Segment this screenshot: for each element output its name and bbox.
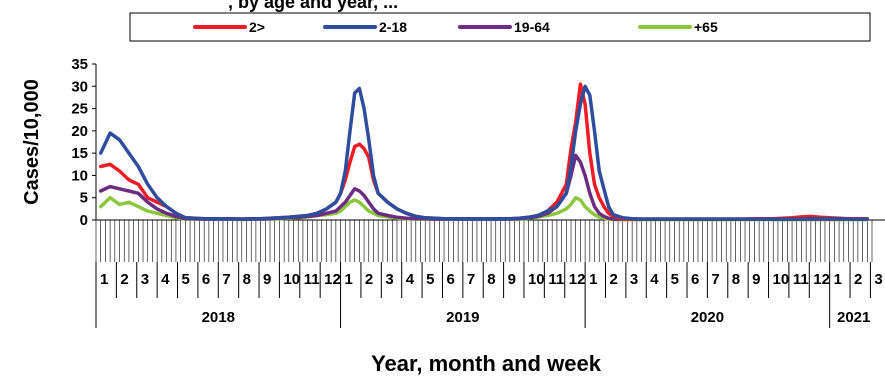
month-label: 4 [650, 271, 659, 288]
month-label: 6 [202, 271, 210, 288]
month-label: 10 [283, 271, 300, 288]
month-label: 1 [834, 271, 842, 288]
month-label: 3 [630, 271, 638, 288]
series-line [98, 153, 870, 221]
x-axis-title: Year, month and week [371, 351, 602, 376]
series-line [98, 82, 870, 221]
month-label: 3 [385, 271, 393, 288]
year-label: 2019 [446, 309, 479, 326]
month-label: 2 [365, 271, 373, 288]
month-label: 9 [263, 271, 271, 288]
year-label: 2018 [202, 309, 235, 326]
month-label: 3 [874, 271, 882, 288]
y-tick-label: 0 [80, 212, 88, 229]
y-tick-label: 5 [80, 190, 88, 207]
month-label: 5 [671, 271, 679, 288]
legend-label: +65 [694, 19, 718, 35]
y-axis: 0 5 10 15 20 25 30 35 [71, 56, 97, 229]
month-label: 10 [528, 271, 545, 288]
chart-title-fragment: , by age and year, ... [228, 0, 398, 12]
month-label: 8 [487, 271, 495, 288]
series-layer [98, 82, 870, 222]
year-label: 2020 [691, 309, 724, 326]
month-label: 11 [793, 271, 809, 288]
year-label: 2021 [837, 309, 870, 326]
legend-label: 2> [249, 19, 265, 35]
month-label: 7 [711, 271, 719, 288]
month-label: 11 [548, 271, 564, 288]
month-label: 5 [182, 271, 190, 288]
month-label: 3 [141, 271, 149, 288]
month-label: 12 [569, 271, 586, 288]
month-label: 4 [161, 271, 170, 288]
month-label: 5 [426, 271, 434, 288]
x-axis: 1 2 3 4 5 6 7 8 9 10 11 12 1 2 3 4 5 6 7 8 9 10 11 12 1 2 3 4 5 6 7 8 9 1… [95, 219, 885, 328]
month-label: 11 [304, 271, 320, 288]
y-tick-label: 15 [71, 145, 88, 162]
series-line [98, 84, 870, 221]
month-label: 1 [100, 271, 108, 288]
month-label: 1 [589, 271, 597, 288]
y-tick-label: 10 [71, 167, 88, 184]
month-label: 12 [813, 271, 830, 288]
month-label: 10 [773, 271, 790, 288]
legend: 2> 2-18 19-64 +65 [129, 12, 871, 42]
month-label: 2 [609, 271, 617, 288]
y-axis-title: Cases/10,000 [21, 79, 43, 205]
y-tick-label: 35 [71, 56, 88, 73]
y-tick-label: 25 [71, 101, 88, 118]
month-label: 2 [854, 271, 862, 288]
y-tick-label: 30 [71, 78, 88, 95]
legend-label: 19-64 [514, 19, 550, 35]
month-label: 8 [732, 271, 740, 288]
month-label: 1 [345, 271, 353, 288]
month-label: 8 [243, 271, 251, 288]
month-label: 2 [120, 271, 128, 288]
month-label: 6 [446, 271, 454, 288]
month-label: 9 [508, 271, 516, 288]
legend-label: 2-18 [379, 19, 407, 35]
month-label: 9 [752, 271, 760, 288]
month-label: 7 [222, 271, 230, 288]
month-label: 4 [406, 271, 415, 288]
month-label: 6 [691, 271, 699, 288]
y-tick-label: 20 [71, 123, 88, 140]
series-line [98, 195, 870, 222]
month-label: 7 [467, 271, 475, 288]
month-label: 12 [324, 271, 341, 288]
